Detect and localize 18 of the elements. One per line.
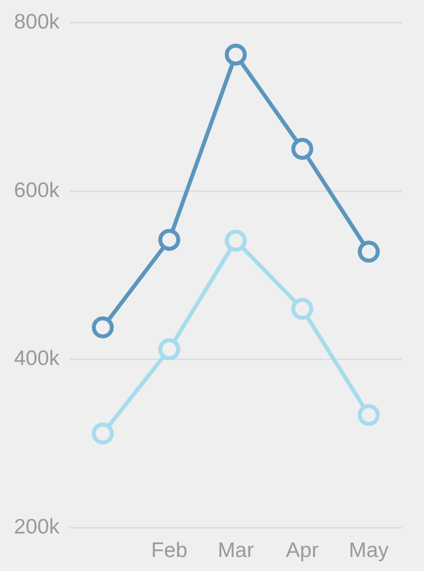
point [158, 338, 180, 360]
point [224, 230, 247, 252]
y-tick-label: 600k [14, 178, 60, 202]
point [291, 298, 314, 320]
x-tick-label: Apr [286, 539, 319, 562]
y-tick-label: 400k [14, 347, 60, 370]
point [92, 316, 114, 338]
point [92, 422, 114, 444]
y-tick-label: 800k [14, 10, 60, 34]
point [291, 138, 314, 160]
point [358, 240, 380, 263]
x-tick-label: Feb [151, 539, 188, 562]
x-tick-label: Mar [218, 539, 254, 562]
y-tick-label: 200k [14, 516, 60, 539]
x-tick-label: May [348, 539, 390, 562]
point [158, 228, 180, 251]
point [224, 44, 247, 66]
point [358, 404, 380, 426]
